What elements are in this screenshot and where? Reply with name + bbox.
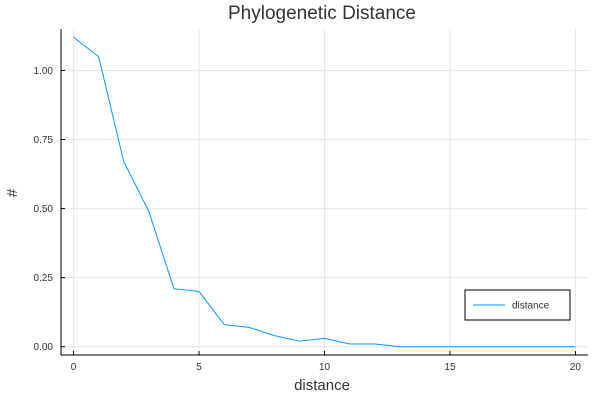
x-tick-label-3: 15 [444,362,456,373]
grid [61,29,588,355]
series-line-0 [73,36,576,348]
y-tick-label-4: 1.00 [34,66,54,77]
y-tick-label-2: 0.50 [34,204,54,215]
x-tick-label-2: 10 [319,362,331,373]
series-layer [73,36,576,348]
chart-title: Phylogenetic Distance [228,3,416,24]
x-tick-label-0: 0 [71,362,77,373]
x-tick-label-4: 20 [570,362,582,373]
y-tick-label-1: 0.25 [34,273,54,284]
y-tick-label-3: 0.75 [34,135,54,146]
legend: distance [464,289,571,321]
x-axis-title: distance [294,377,350,394]
y-tick-label-0: 0.00 [34,342,54,353]
y-axis-title: # [4,188,21,197]
ticks: 0 5 10 15 20 0.00 0.25 0.50 0.75 1.00 [34,66,582,373]
legend-label-0: distance [512,301,550,312]
x-tick-label-1: 5 [196,362,202,373]
